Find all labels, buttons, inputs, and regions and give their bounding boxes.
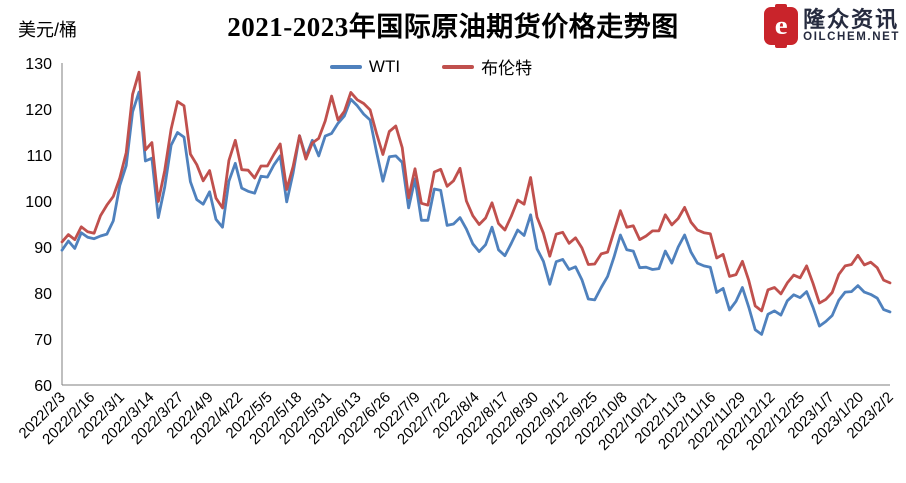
brent-line — [60, 70, 892, 313]
y-tick-label: 130 — [25, 56, 52, 73]
oilchem-seal-icon: e — [764, 4, 799, 48]
y-tick-label: 100 — [25, 194, 52, 211]
oilchem-logo-text: 隆众资讯 OILCHEM.NET — [803, 8, 900, 44]
y-tick-label: 90 — [34, 240, 52, 257]
y-tick-label: 70 — [34, 332, 52, 349]
y-axis-unit-label: 美元/桶 — [18, 20, 78, 40]
legend-item-wti: WTI — [329, 54, 401, 79]
y-tick-label: 120 — [25, 102, 52, 119]
oilchem-logo-cn: 隆众资讯 — [803, 7, 900, 33]
brent-legend-swatch — [442, 64, 475, 69]
chart-legend: WTI 布伦特 — [0, 54, 884, 79]
wti-legend-swatch — [329, 64, 362, 69]
wti-legend-label: WTI — [368, 56, 401, 76]
brent-legend-label: 布伦特 — [481, 59, 533, 78]
y-tick-label: 80 — [34, 286, 52, 303]
oilchem-seal-letter: e — [774, 11, 788, 40]
oilchem-logo: e 隆众资讯 OILCHEM.NET — [764, 4, 900, 48]
y-tick-label: 110 — [26, 148, 52, 165]
chart-title: 2021-2023年国际原油期货价格走势图 — [227, 12, 679, 42]
legend-item-brent: 布伦特 — [442, 54, 532, 79]
oilchem-logo-en: OILCHEM.NET — [803, 31, 900, 44]
wti-line — [60, 90, 892, 336]
y-tick-label: 60 — [34, 378, 52, 395]
